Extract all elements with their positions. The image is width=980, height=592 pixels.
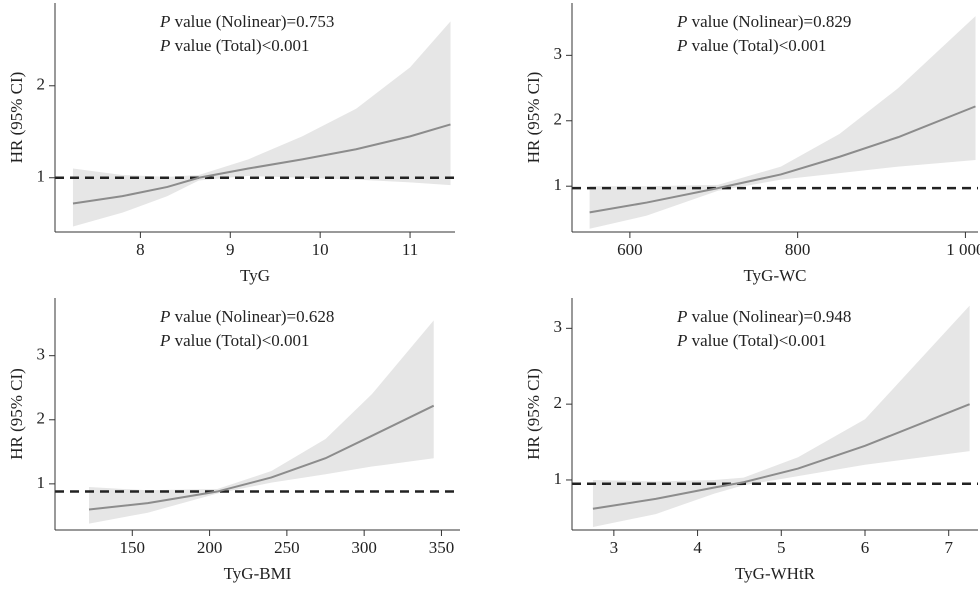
y-tick-label: 1 — [554, 469, 563, 488]
x-tick-label: 9 — [226, 240, 235, 259]
annotation: P value (Total)<0.001 — [159, 331, 310, 350]
y-tick-label: 1 — [37, 473, 46, 492]
x-tick-label: 11 — [402, 240, 418, 259]
x-tick-label: 350 — [429, 538, 455, 557]
x-tick-label: 4 — [693, 538, 702, 557]
x-axis-label: TyG-WC — [743, 266, 806, 285]
y-axis-label: HR (95% CI) — [524, 368, 543, 460]
x-tick-label: 3 — [610, 538, 619, 557]
y-tick-label: 2 — [37, 75, 46, 94]
annotation: P value (Nolinear)=0.628 — [159, 307, 334, 326]
y-tick-label: 1 — [554, 175, 563, 194]
hr-curve — [592, 403, 970, 510]
ci-band — [89, 320, 434, 524]
y-tick-label: 2 — [37, 409, 46, 428]
panel: 1 2 3 150 200 250 300 350 TyG-BMI HR (95% CI) P va… — [7, 298, 460, 583]
annotation: P value (Total)<0.001 — [159, 36, 310, 55]
y-tick-label: 1 — [37, 167, 46, 186]
ci-band — [72, 21, 451, 227]
hr-curve — [88, 404, 435, 511]
x-axis-label: TyG-WHtR — [735, 564, 816, 583]
x-tick-label: 5 — [777, 538, 786, 557]
ci-band — [592, 305, 970, 527]
hr-curve — [72, 123, 451, 205]
hr-curve — [589, 105, 976, 214]
ci-band — [589, 16, 976, 229]
y-tick-label: 3 — [554, 317, 563, 336]
y-axis-label: HR (95% CI) — [7, 368, 26, 460]
x-tick-label: 250 — [274, 538, 300, 557]
x-tick-label: 200 — [197, 538, 223, 557]
x-tick-label: 6 — [861, 538, 870, 557]
y-tick-label: 2 — [554, 393, 563, 412]
x-axis-label: TyG — [240, 266, 270, 285]
panel: 1 2 3 3 4 5 6 7 TyG-WHtR HR (95% CI) P value (Noli… — [524, 298, 978, 583]
y-axis-label: HR (95% CI) — [524, 72, 543, 164]
annotation: P value (Total)<0.001 — [676, 36, 827, 55]
x-axis-label: TyG-BMI — [224, 564, 292, 583]
annotation: P value (Total)<0.001 — [676, 331, 827, 350]
x-tick-label: 300 — [351, 538, 377, 557]
y-tick-label: 2 — [554, 110, 563, 129]
y-tick-label: 3 — [554, 44, 563, 63]
annotation: P value (Nolinear)=0.753 — [159, 12, 334, 31]
x-tick-label: 150 — [120, 538, 146, 557]
annotation: P value (Nolinear)=0.948 — [676, 307, 851, 326]
x-tick-label: 10 — [312, 240, 329, 259]
y-axis-label: HR (95% CI) — [7, 72, 26, 164]
y-tick-label: 3 — [37, 345, 46, 364]
panel: 1 2 3 600 800 1 000 TyG-WC HR (95% CI) P value (… — [524, 3, 980, 285]
x-tick-label: 1 000 — [946, 240, 980, 259]
panel: 1 2 8 9 10 11 TyG HR (95% CI) P value (Nolinear)… — [7, 3, 455, 285]
x-tick-label: 8 — [136, 240, 145, 259]
x-tick-label: 800 — [785, 240, 811, 259]
x-tick-label: 7 — [944, 538, 953, 557]
annotation: P value (Nolinear)=0.829 — [676, 12, 851, 31]
x-tick-label: 600 — [617, 240, 643, 259]
